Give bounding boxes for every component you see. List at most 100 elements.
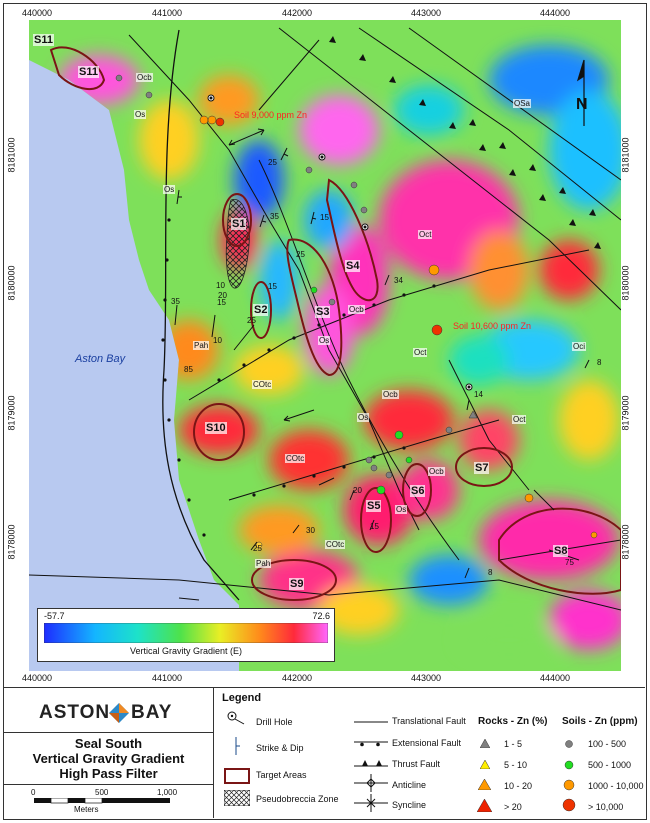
target-label: S11 (78, 66, 99, 78)
dip-value: 25 (296, 250, 305, 259)
easting-label-bottom: 442000 (282, 673, 313, 683)
geology-label: Ocb (136, 73, 153, 82)
translational-fault-icon (354, 721, 388, 723)
dip-value: 25 (247, 316, 256, 325)
colorbar-max-label: 72.6 (312, 611, 330, 621)
geology-label: Pah (255, 559, 272, 568)
sample-points (115, 74, 598, 549)
target-label: S1 (231, 218, 247, 230)
dip-value: 35 (171, 297, 180, 306)
colorbar-panel: -57.7 72.6 Vertical Gravity Gradient (E) (37, 608, 335, 662)
soil-range-label: > 10,000 (588, 802, 624, 812)
target-label: S5 (366, 500, 382, 512)
geology-label: COtc (285, 454, 306, 463)
colorbar-min-label: -57.7 (44, 611, 65, 621)
northing-label-right: 8181000 (620, 137, 631, 173)
easting-label-bottom: 440000 (22, 673, 53, 683)
north-arrow: N (574, 58, 594, 128)
dip-value: 10 (216, 281, 225, 290)
title-block: ASTON BAY Seal South Vertical Gravity Gr… (4, 688, 213, 818)
target-label: S11 (33, 34, 54, 46)
legend-item-label: Strike & Dip (256, 743, 304, 753)
target-area-swatch (224, 768, 250, 784)
geology-label: Ocb (382, 390, 399, 399)
dip-value: 15 (320, 213, 329, 222)
anticline-icon (354, 774, 388, 792)
geology-label: Ocb (348, 305, 365, 314)
soil-range-label: 100 - 500 (588, 739, 627, 749)
soils-legend-title: Soils - Zn (ppm) (562, 716, 638, 727)
pseudobreccia-swatch (224, 790, 250, 806)
water-label: Aston Bay (75, 353, 126, 365)
geology-label: Oci (572, 342, 586, 351)
rock-1-icon (480, 739, 490, 748)
scale-bar-graphic (34, 798, 170, 804)
rock-range-label: 10 - 20 (504, 781, 533, 791)
target-label: S10 (205, 422, 227, 434)
soil-1-icon (565, 740, 573, 748)
legend-item-label: Target Areas (256, 770, 307, 780)
easting-label-top: 444000 (540, 8, 571, 18)
geology-label: COtc (252, 380, 273, 389)
thrust-fault-icon (354, 760, 388, 767)
soil-annotation: Soil 10,600 ppm Zn (453, 321, 532, 331)
target-label: S3 (315, 306, 331, 318)
map-title-line: Vertical Gravity Gradient (32, 751, 185, 766)
target-label: S2 (253, 304, 269, 316)
map-canvas (29, 20, 621, 671)
title-divider-2 (4, 784, 213, 785)
geology-label: Pah (193, 341, 210, 350)
easting-label-top: 442000 (282, 8, 313, 18)
scale-tick-label: 1,000 (157, 788, 178, 797)
northing-label-left: 8179000 (6, 395, 17, 431)
logo: ASTON BAY (39, 702, 189, 726)
dip-value: 8 (597, 358, 602, 367)
geology-label: Os (163, 185, 176, 194)
dip-value: 15 (217, 298, 226, 307)
rock-range-label: 5 - 10 (504, 760, 528, 770)
scale-tick-label: 0 (31, 788, 36, 797)
drill-holes (207, 94, 473, 391)
scale-tick-label: 500 (95, 788, 109, 797)
soil-annotation: Soil 9,000 ppm Zn (234, 110, 308, 120)
legend-fault-label: Anticline (392, 780, 427, 790)
bottom-panel-border (3, 687, 645, 688)
target-outlines (49, 46, 621, 601)
syncline-icon (354, 794, 388, 812)
northing-label-right: 8180000 (620, 265, 631, 301)
target-label: S7 (474, 462, 490, 474)
dip-value: 25 (253, 544, 262, 553)
rocks-legend-title: Rocks - Zn (%) (478, 716, 548, 727)
rock-range-label: 1 - 5 (504, 739, 523, 749)
legend-fault-label: Translational Fault (392, 716, 466, 726)
dip-value: 35 (270, 212, 279, 221)
soil-3-icon (563, 779, 575, 791)
geology-label: Os (134, 110, 147, 119)
legend-fault-label: Thrust Fault (392, 759, 441, 769)
drill-hole-icon (227, 711, 245, 725)
extensional-fault-marks (161, 218, 436, 537)
fold-axes (178, 128, 555, 601)
geology-label: OSa (513, 99, 532, 108)
logo-diamond-icon (109, 703, 129, 723)
dip-value: 14 (474, 390, 483, 399)
northing-label-right: 8178000 (620, 524, 631, 560)
rock-range-label: > 20 (504, 802, 522, 812)
colorbar-ramp (44, 623, 328, 643)
dip-value: 10 (213, 336, 222, 345)
easting-label-bottom: 441000 (152, 673, 183, 683)
geology-label: Os (357, 413, 370, 422)
map-title-line: High Pass Filter (59, 766, 158, 781)
title-divider (4, 732, 213, 733)
dip-value: 15 (370, 522, 379, 531)
northing-label-left: 8178000 (6, 524, 17, 560)
rock-2-icon (480, 760, 490, 769)
geology-label: Os (395, 505, 408, 514)
dip-value: 20 (353, 486, 362, 495)
easting-label-top: 440000 (22, 8, 53, 18)
target-label: S6 (410, 485, 426, 497)
easting-label-bottom: 444000 (540, 673, 571, 683)
soil-range-label: 1000 - 10,000 (588, 781, 644, 791)
northing-label-left: 8181000 (6, 137, 17, 173)
